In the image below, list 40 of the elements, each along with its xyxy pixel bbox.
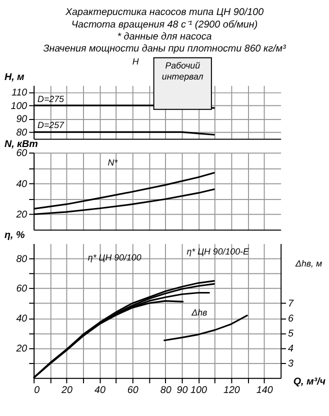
- y-axis-title: η, %: [4, 230, 25, 242]
- y-axis-title: Н, м: [4, 72, 26, 83]
- y-tick-label: 110: [11, 88, 28, 99]
- y-tick-label: 20: [15, 343, 28, 354]
- y-tick-label: 90: [16, 114, 28, 126]
- x-tick-label: 100: [190, 385, 208, 396]
- y2-tick-label: 7: [288, 298, 294, 310]
- annotation: η* ЦН 90/100-Е: [186, 246, 250, 256]
- chart-title: Характеристика насосов типа ЦН 90/100: [64, 6, 264, 18]
- annotation: D=257: [38, 120, 66, 130]
- y-tick-label: 80: [16, 128, 28, 139]
- y-tick-label: 100: [10, 100, 28, 112]
- x-tick-label: 0: [34, 385, 40, 396]
- annotation: Δhв: [190, 308, 208, 318]
- x-tick-label: 120: [223, 385, 240, 396]
- chart-subtitle: Частота вращения 48 с⁻¹ (2900 об/мин) * данные для насоса Значения мощности даны при плотности 860 кг/м³: [43, 20, 287, 54]
- y2-axis-title: Δhв, м: [294, 258, 322, 269]
- x-tick-label: 20: [60, 385, 74, 396]
- y2-tick-label: 5: [288, 328, 294, 340]
- annotation: N*: [108, 157, 118, 168]
- text: Н: [132, 56, 140, 67]
- y-tick-label: 60: [16, 148, 28, 160]
- y2-tick-label: 4: [288, 343, 294, 354]
- x-axis-title: Q, м³/ч: [293, 376, 326, 388]
- x-tick-label: 60: [127, 385, 139, 396]
- x-tick-label: 140: [256, 385, 274, 396]
- y-axis-title: N, кВт: [4, 139, 38, 150]
- y2-tick-label: 3: [288, 358, 294, 370]
- y-tick-label: 60: [16, 284, 28, 295]
- y-tick-label: 40: [16, 314, 28, 325]
- x-tick-label: 80: [160, 385, 172, 396]
- y-tick-label: 40: [16, 178, 28, 190]
- annotation: D=275: [38, 94, 64, 104]
- x-tick-label: 90: [176, 385, 188, 396]
- x-tick-label: 40: [94, 385, 106, 396]
- y-tick-label: 80: [16, 254, 28, 265]
- y-tick-label: 20: [15, 210, 28, 221]
- annotation: η* ЦН 90/100: [88, 252, 142, 262]
- y2-tick-label: 6: [288, 314, 294, 325]
- band-label: Рабочий интервал: [162, 60, 204, 82]
